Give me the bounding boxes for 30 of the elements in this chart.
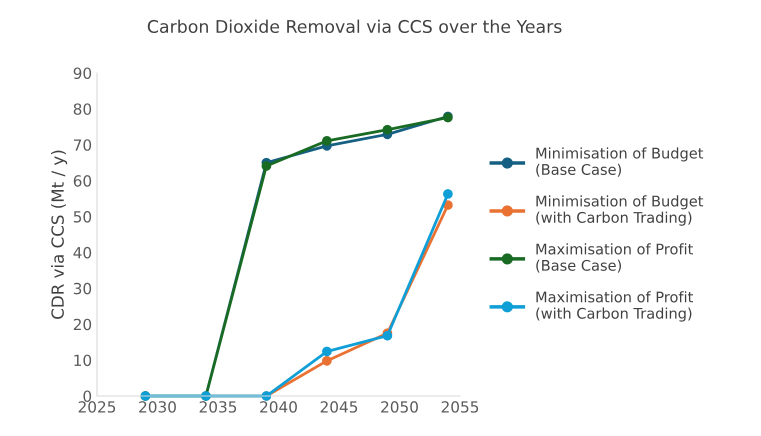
y-tick-label: 80 [74,103,92,115]
point [382,330,392,341]
x-tick-label: 2045 [320,401,358,413]
legend-label: Maximisation of Profit (with Carbon Trading) [536,291,693,322]
y-tick-label: 10 [74,354,92,366]
point [382,124,392,135]
x-tick-label: 2030 [139,401,176,413]
y-tick-label: 20 [74,318,92,330]
x-tick-label: 2055 [442,401,478,413]
legend-label: Minimisation of Budget (with Carbon Trading) [536,195,704,226]
y-axis-title: CDR via CCS (Mt / y) [51,150,68,319]
point [322,346,332,356]
y-tick-label: 50 [74,211,92,223]
legend-label: Minimisation of Budget (Base Case) [536,147,704,177]
point [322,136,332,146]
y-tick-label: 0 [83,390,92,402]
y-tick-label: 70 [74,139,92,151]
y-tick-label: 40 [73,246,92,258]
chart-title: Carbon Dioxide Removal via CCS over the Years [148,20,562,34]
legend-label: Maximisation of Profit (Base Case) [536,243,693,273]
x-tick-label: 2035 [200,401,236,413]
point [322,356,332,366]
y-tick-label: 90 [74,67,92,80]
point [443,189,453,199]
x-tick-label: 2040 [260,401,297,413]
y-tick-label: 30 [74,282,92,294]
point [262,161,272,171]
y-tick-label: 60 [74,175,92,187]
x-tick-label: 2050 [381,401,418,413]
x-tick-label: 2025 [78,401,116,413]
